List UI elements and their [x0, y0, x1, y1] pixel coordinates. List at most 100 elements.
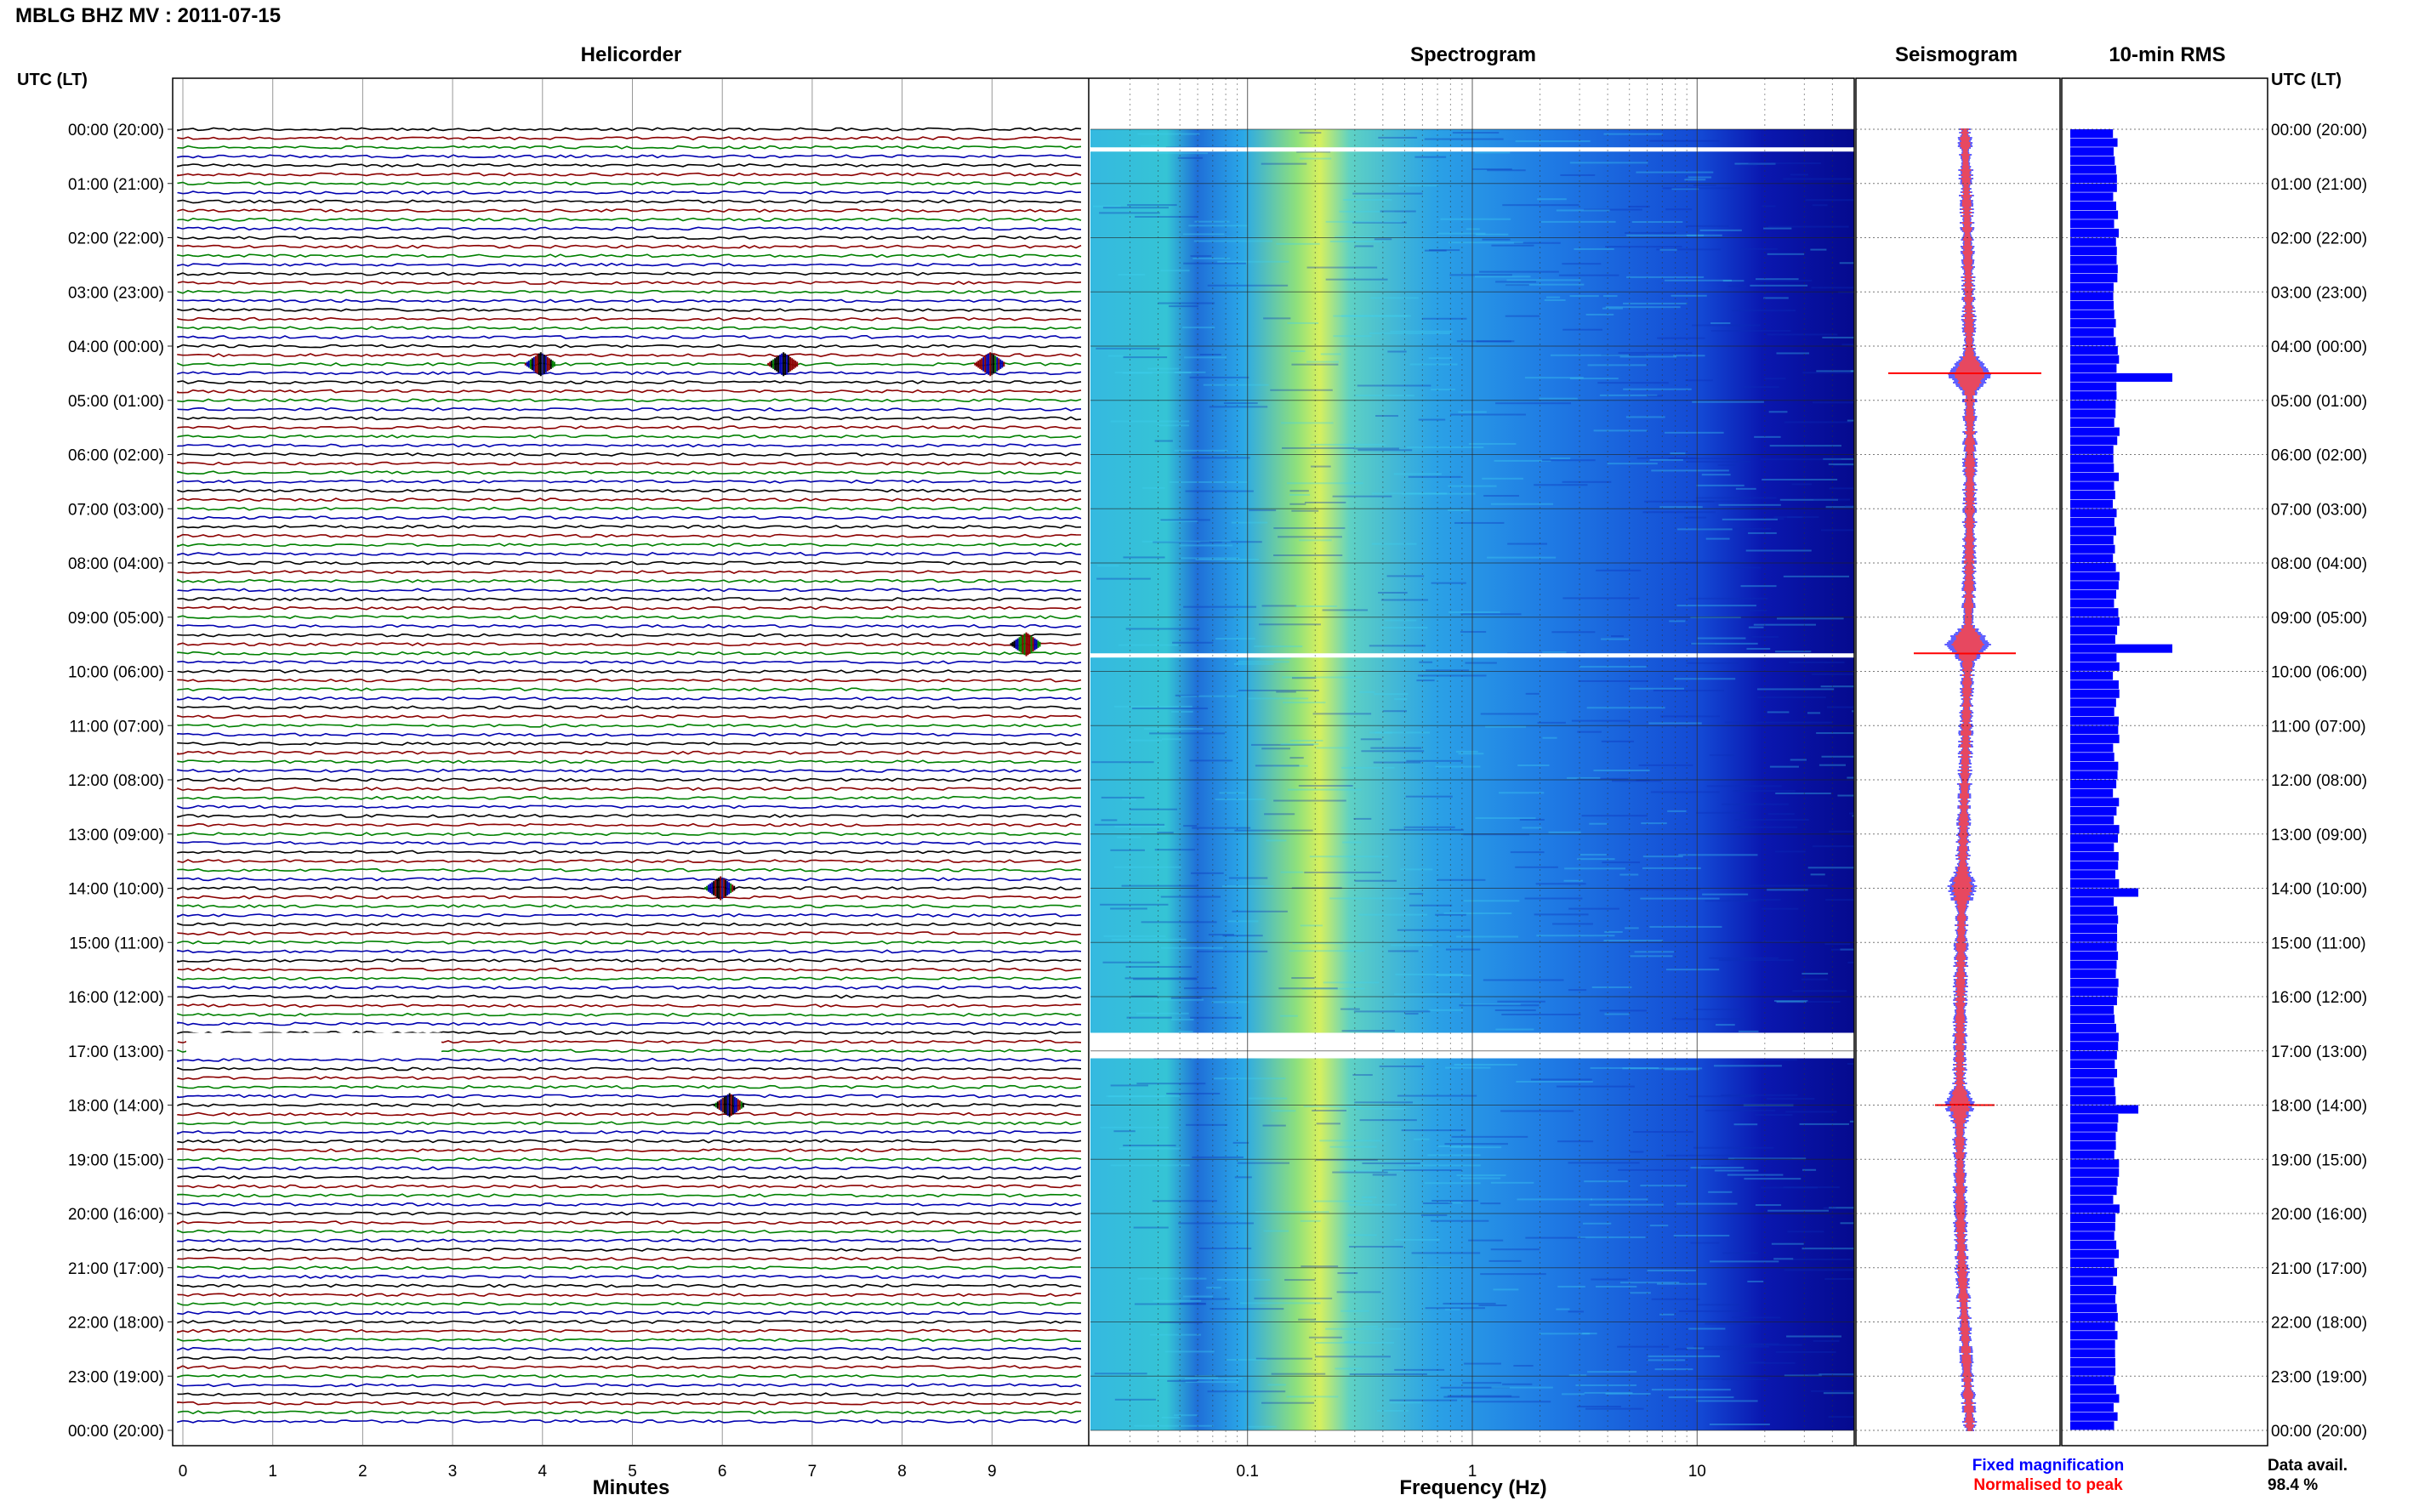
time-label-right: 09:00 (05:00) [2271, 610, 2367, 628]
rms-bar [2070, 1032, 2119, 1042]
rms-bar [2070, 364, 2117, 373]
time-label-left: 00:00 (20:00) [68, 122, 164, 139]
helicorder-trace [177, 732, 1082, 737]
rms-bar [2070, 174, 2117, 184]
rms-bar [2070, 1412, 2118, 1421]
helicorder-trace [177, 208, 1082, 213]
helicorder-trace [177, 262, 1082, 267]
rms-bar [2070, 1222, 2115, 1231]
rms-bar [2070, 481, 2114, 491]
helicorder-trace [177, 452, 1082, 457]
rms-bar [2070, 138, 2118, 147]
time-label-left: 09:00 (05:00) [68, 610, 164, 628]
rms-bar [2070, 978, 2119, 987]
helicorder-trace [177, 145, 1082, 150]
helicorder-trace [177, 660, 1082, 665]
helicorder-trace [177, 334, 1082, 339]
helicorder-trace [177, 886, 1082, 890]
time-label-right: 00:00 (20:00) [2271, 122, 2367, 139]
rms-bar [2070, 1123, 2118, 1132]
time-label-left: 14:00 (10:00) [68, 881, 164, 899]
helicorder-trace [177, 822, 1082, 827]
rms-bar [2070, 327, 2114, 337]
helicorder-tick-label: 1 [268, 1463, 277, 1481]
helicorder-tick-label: 9 [988, 1463, 997, 1481]
rms-bar [2070, 228, 2120, 237]
helicorder-trace [177, 1401, 1082, 1406]
helicorder-trace [177, 696, 1082, 701]
rms-bar [2070, 1322, 2115, 1331]
rms-bar [2070, 1050, 2117, 1060]
rms-bar [2070, 878, 2120, 888]
rms-bar [2070, 1294, 2116, 1304]
time-label-left: 21:00 (17:00) [68, 1260, 164, 1278]
rms-bar [2070, 1060, 2115, 1069]
rms-bar [2070, 1276, 2114, 1286]
rms-bar [2070, 372, 2172, 382]
rms-bar [2070, 716, 2119, 725]
helicorder-trace [177, 298, 1082, 304]
rms-bar [2070, 915, 2119, 924]
rms-bar [2070, 544, 2115, 554]
time-label-right: 01:00 (21:00) [2271, 176, 2367, 194]
helicorder-trace [177, 1328, 1082, 1333]
helicorder-trace [177, 361, 1082, 367]
helicorder-trace [177, 316, 1082, 321]
rms-bar [2070, 1240, 2117, 1249]
rms-bar [2070, 780, 2117, 789]
time-label-left: 01:00 (21:00) [68, 176, 164, 194]
rms-bar [2070, 463, 2114, 473]
helicorder-trace [177, 1076, 1081, 1081]
helicorder-trace [177, 633, 1082, 638]
data-avail-label: Data avail. [2268, 1457, 2348, 1475]
time-label-left: 05:00 (01:00) [68, 393, 164, 411]
helicorder-trace [177, 461, 1082, 466]
rms-bar [2070, 210, 2119, 219]
rms-bar [2070, 1015, 2115, 1024]
rms-bar [2070, 689, 2120, 698]
rms-bar [2070, 1349, 2115, 1358]
seismogram-normalised-trace [1949, 128, 1985, 1431]
helicorder-trace [177, 163, 1082, 168]
helicorder-trace [177, 217, 1082, 222]
rms-bar [2070, 382, 2117, 391]
helicorder-trace [177, 1356, 1082, 1361]
rms-bar [2070, 536, 2114, 545]
helicorder-trace [177, 985, 1082, 990]
rms-bar [2070, 1005, 2114, 1015]
time-label-left: 19:00 (15:00) [68, 1151, 164, 1169]
rms-bar [2070, 653, 2117, 662]
rms-bar [2070, 1105, 2138, 1114]
helicorder-tick-label: 0 [179, 1463, 188, 1481]
seismogram-panel [1888, 128, 2041, 1431]
rms-bar [2070, 292, 2114, 301]
helicorder-trace [177, 181, 1082, 186]
rms-bar [2070, 960, 2117, 969]
helicorder-trace [177, 380, 1082, 384]
time-label-left: 11:00 (07:00) [69, 718, 164, 736]
helicorder-trace [177, 244, 1082, 249]
rms-bar [2070, 997, 2117, 1006]
helicorder-trace [177, 1418, 1082, 1424]
helicorder-trace [177, 912, 1082, 918]
time-label-left: 04:00 (00:00) [68, 338, 164, 356]
rms-bar [2070, 861, 2119, 870]
helicorder-trace [177, 1346, 1082, 1351]
helicorder-trace [177, 578, 1082, 583]
helicorder-trace [177, 226, 1082, 231]
helicorder-tick-label: 6 [718, 1463, 727, 1481]
rms-bar [2070, 734, 2120, 743]
rms-bar [2070, 1384, 2117, 1394]
helicorder-trace [177, 560, 1082, 566]
rms-bar [2070, 1114, 2119, 1123]
rms-bar [2070, 337, 2116, 346]
time-label-right: 14:00 (10:00) [2271, 881, 2367, 899]
helicorder-trace [177, 958, 1082, 963]
rms-bar [2070, 843, 2114, 852]
helicorder-trace [177, 1084, 1082, 1089]
helicorder-trace [177, 1148, 1082, 1153]
rms-title: 10-min RMS [2109, 43, 2225, 66]
time-label-left: 16:00 (12:00) [68, 989, 164, 1007]
helicorder-trace [177, 1111, 1081, 1117]
